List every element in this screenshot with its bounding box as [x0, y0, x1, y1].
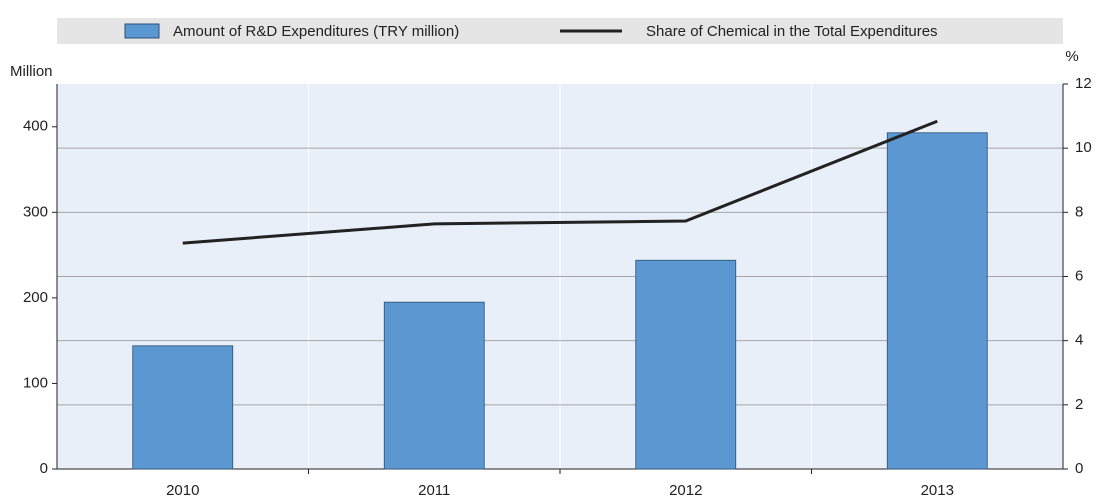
y2-tick-label: 0 — [1075, 460, 1083, 477]
y2-tick-label: 2 — [1075, 396, 1083, 413]
y-tick-label: 200 — [23, 289, 48, 306]
y2-tick-label: 10 — [1075, 139, 1092, 156]
legend-label: Amount of R&D Expenditures (TRY million) — [173, 23, 459, 40]
y-tick-label: 300 — [23, 203, 48, 220]
y-tick-label: 400 — [23, 118, 48, 135]
y-axis-label: Million — [10, 63, 53, 80]
y2-tick-label: 6 — [1075, 267, 1083, 284]
line — [182, 119, 938, 245]
y2-tick-label: 12 — [1075, 75, 1092, 92]
legend-swatch — [124, 23, 160, 39]
y2-tick-label: 4 — [1075, 332, 1083, 349]
legend-label: Share of Chemical in the Total Expenditu… — [646, 23, 938, 40]
x-tick-label: 2011 — [418, 482, 450, 499]
bar — [132, 345, 234, 470]
y2-tick-label: 8 — [1075, 203, 1083, 220]
bar — [886, 132, 988, 470]
x-tick-label: 2010 — [166, 482, 199, 499]
y-tick-label: 0 — [40, 460, 48, 477]
y-tick-label: 100 — [23, 374, 48, 391]
x-tick-label: 2012 — [669, 482, 702, 499]
bar — [383, 301, 485, 470]
bar — [635, 259, 737, 470]
y2-axis-label: % — [1065, 48, 1078, 65]
x-tick-label: 2013 — [921, 482, 954, 499]
